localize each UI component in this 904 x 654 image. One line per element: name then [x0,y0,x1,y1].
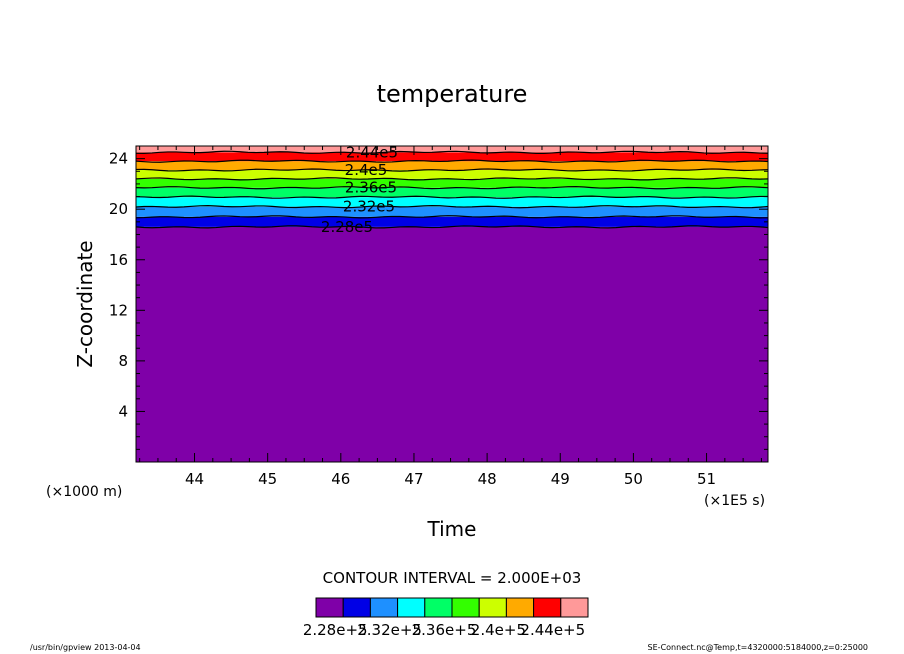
colorbar-segment-7 [505,597,535,618]
contour-line-244000 [135,150,769,154]
contour-band-1 [136,216,768,227]
chart-title: temperature [377,80,528,108]
footer-left: /usr/bin/gpview 2013-04-04 [30,643,141,652]
y-tick-label-8: 8 [118,352,128,370]
contour-band-6 [136,170,768,179]
contour-band-7 [136,161,768,171]
contour-lines [135,150,769,229]
contour-label-240000: 2.4e5 [345,161,388,179]
y-axis: 4 8 12 16 20 24 [109,150,768,450]
y-axis-label: Z-coordinate [73,240,97,367]
x-axis: 44 45 46 47 48 49 50 51 [139,146,762,488]
contour-band-0 [136,226,768,462]
contour-band-5 [136,178,768,188]
contour-bands [136,146,768,462]
x-tick-label-48: 48 [478,470,497,488]
contour-line-228000 [135,225,769,229]
contour-line-242000 [135,159,769,163]
x-tick-label-46: 46 [331,470,350,488]
colorbar-segment-6 [478,597,507,618]
x-unit-label: (×1E5 s) [704,493,765,509]
contour-interval: CONTOUR INTERVAL = 2.000E+03 [323,569,582,587]
colorbar-segment-8 [533,597,562,618]
x-axis-label: Time [427,517,477,541]
contour-label-232000: 2.32e5 [343,198,395,216]
y-unit-label: (×1000 m) [46,484,122,500]
colorbar-label-0: 2.28e+5 [303,621,368,639]
x-tick-label-51: 51 [697,470,716,488]
colorbar-segment-0 [315,597,344,618]
contour-line-238000 [135,177,769,181]
x-tick-label-49: 49 [551,470,570,488]
x-tick-label-47: 47 [404,470,423,488]
contour-label-228000: 2.28e5 [321,218,373,236]
x-tick-label-50: 50 [624,470,643,488]
colorbar-label-4: 2.44e+5 [520,621,585,639]
contour-label-236000: 2.36e5 [345,179,397,197]
colorbar-segment-9 [560,597,589,618]
contour-line-234000 [135,195,769,199]
colorbar [315,597,589,618]
y-tick-label-20: 20 [109,200,128,218]
colorbar-segment-3 [397,597,426,618]
colorbar-segment-4 [424,597,453,618]
contour-band-2 [136,206,768,217]
contour-band-8 [136,152,768,162]
footer-right: SE-Connect.nc@Temp,t=4320000:5184000,z=0… [647,643,868,652]
contour-line-236000 [135,186,769,190]
contour-band-4 [136,187,768,198]
y-tick-label-4: 4 [118,402,128,420]
plot-frame [135,145,769,463]
colorbar-segment-2 [369,597,399,618]
x-tick-label-45: 45 [258,470,277,488]
colorbar-labels: 2.28e+52.32e+52.36e+52.4e+52.44e+5 [303,621,585,639]
contour-band-9 [136,146,768,153]
x-tick-label-44: 44 [185,470,204,488]
colorbar-label-1: 2.32e+5 [357,621,422,639]
colorbar-label-2: 2.36e+5 [412,621,477,639]
contour-line-240000 [135,168,769,172]
y-tick-label-12: 12 [109,301,128,319]
y-tick-label-24: 24 [109,150,128,168]
contour-line-230000 [135,215,769,219]
colorbar-label-3: 2.4e+5 [471,621,526,639]
colorbar-segment-1 [342,597,371,618]
contour-band-3 [136,197,768,207]
contour-line-232000 [135,204,769,209]
y-tick-label-16: 16 [109,251,128,269]
colorbar-segment-5 [451,597,480,618]
